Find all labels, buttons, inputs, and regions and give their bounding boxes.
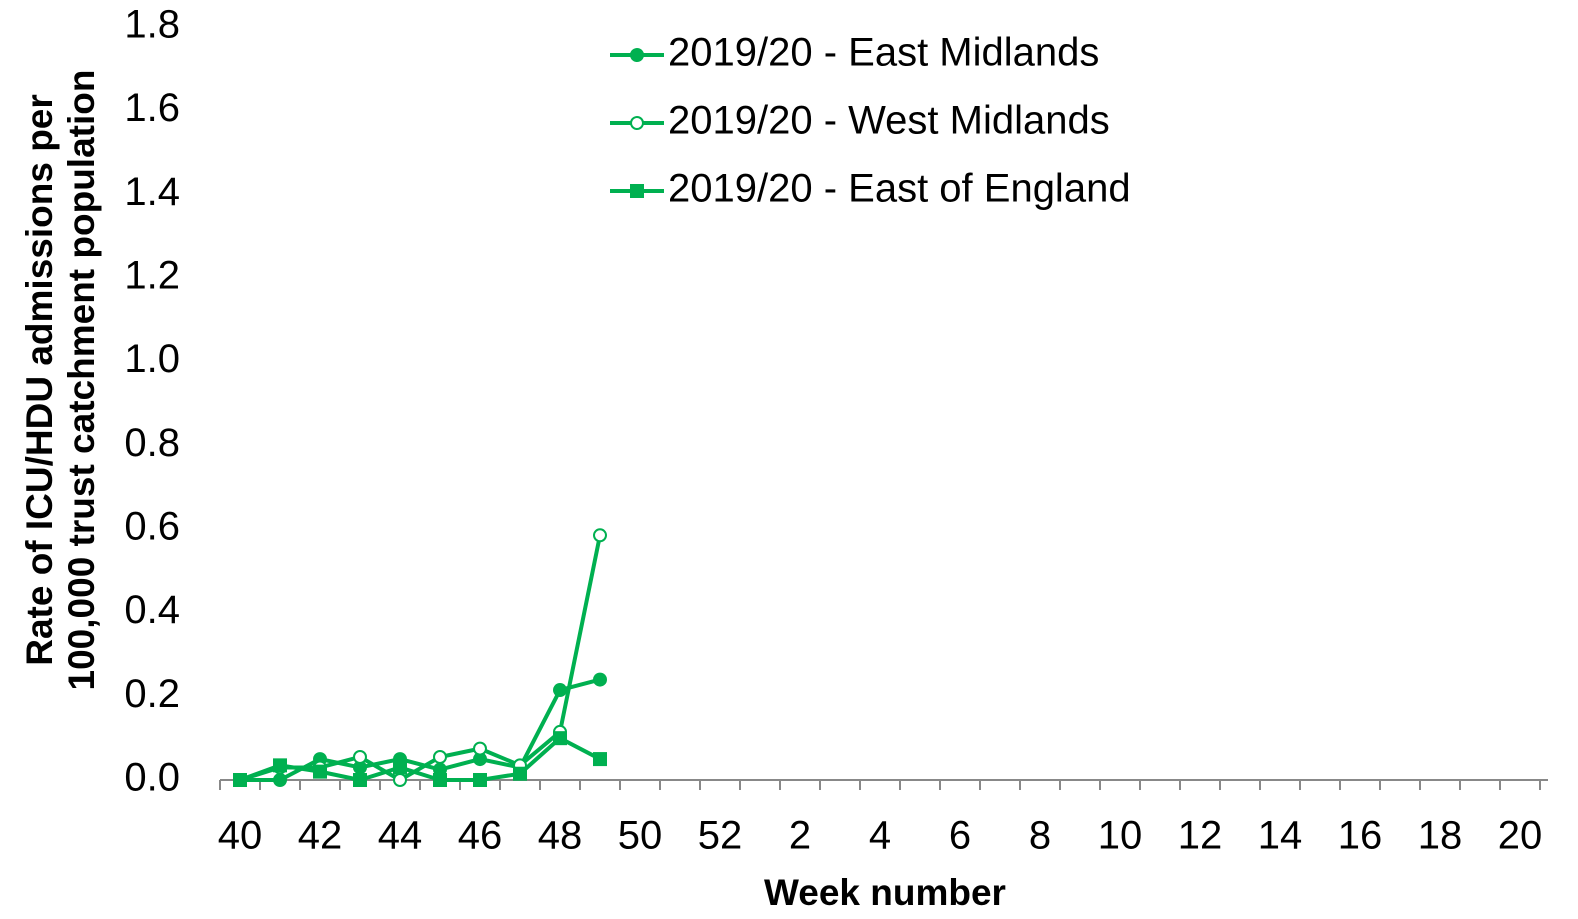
x-tick-label: 48 xyxy=(538,814,583,858)
x-tick-label: 44 xyxy=(378,814,423,858)
data-point xyxy=(353,760,367,775)
data-point xyxy=(273,758,287,773)
x-tick-label: 50 xyxy=(618,814,663,858)
x-tick-label: 40 xyxy=(218,814,263,858)
data-point xyxy=(393,773,407,787)
x-tick-label: 12 xyxy=(1178,814,1223,858)
data-point xyxy=(473,773,487,787)
y-tick-label: 0.6 xyxy=(124,505,180,549)
x-tick-label: 52 xyxy=(698,814,743,858)
legend-label: 2019/20 - East of England xyxy=(668,167,1131,211)
y-tick-label: 1.0 xyxy=(124,337,180,381)
y-tick-label: 1.2 xyxy=(124,254,180,298)
data-point xyxy=(433,773,447,787)
data-point xyxy=(593,752,607,767)
data-point xyxy=(473,741,487,756)
data-point xyxy=(233,773,247,787)
y-tick-label: 0.4 xyxy=(124,588,180,632)
series-line xyxy=(239,736,601,782)
y-tick-label: 1.6 xyxy=(124,86,180,130)
x-tick-label: 14 xyxy=(1258,814,1303,858)
x-tick-label: 8 xyxy=(1029,814,1051,858)
x-tick-label: 20 xyxy=(1498,814,1543,858)
y-axis-title-line: 100,000 trust catchment population xyxy=(61,70,102,691)
data-point xyxy=(313,764,327,779)
data-point xyxy=(353,749,367,764)
data-point xyxy=(553,683,567,698)
legend-marker xyxy=(630,48,644,62)
x-tick-label: 16 xyxy=(1338,814,1383,858)
data-point xyxy=(273,773,287,787)
legend-marker xyxy=(630,184,644,198)
series-line xyxy=(240,677,601,782)
x-tick-label: 2 xyxy=(789,814,811,858)
data-point xyxy=(593,528,607,543)
y-tick-label: 0.0 xyxy=(124,756,180,800)
y-axis-title: Rate of ICU/HDU admissions per 100,000 t… xyxy=(19,70,102,691)
legend-label: 2019/20 - West Midlands xyxy=(668,99,1110,143)
x-tick-label: 10 xyxy=(1098,814,1143,858)
data-point xyxy=(593,672,607,687)
x-tick-label: 46 xyxy=(458,814,503,858)
data-point xyxy=(433,749,447,764)
data-point xyxy=(393,760,407,775)
data-point xyxy=(513,766,527,781)
y-tick-label: 0.2 xyxy=(124,672,180,716)
y-tick-label: 1.4 xyxy=(124,170,180,214)
x-tick-label: 4 xyxy=(869,814,891,858)
y-axis-title-line: Rate of ICU/HDU admissions per xyxy=(19,94,60,666)
series-line xyxy=(239,534,602,782)
y-tick-label: 0.8 xyxy=(124,421,180,465)
y-tick-label: 1.8 xyxy=(124,3,180,47)
x-tick-label: 6 xyxy=(949,814,971,858)
x-axis-title: Week number xyxy=(764,872,1006,913)
x-tick-label: 42 xyxy=(298,814,343,858)
legend-label: 2019/20 - East Midlands xyxy=(668,31,1099,75)
data-point xyxy=(353,773,367,787)
x-tick-label: 18 xyxy=(1418,814,1463,858)
legend-marker xyxy=(630,116,644,130)
data-point xyxy=(553,731,567,746)
data-point xyxy=(473,752,487,767)
